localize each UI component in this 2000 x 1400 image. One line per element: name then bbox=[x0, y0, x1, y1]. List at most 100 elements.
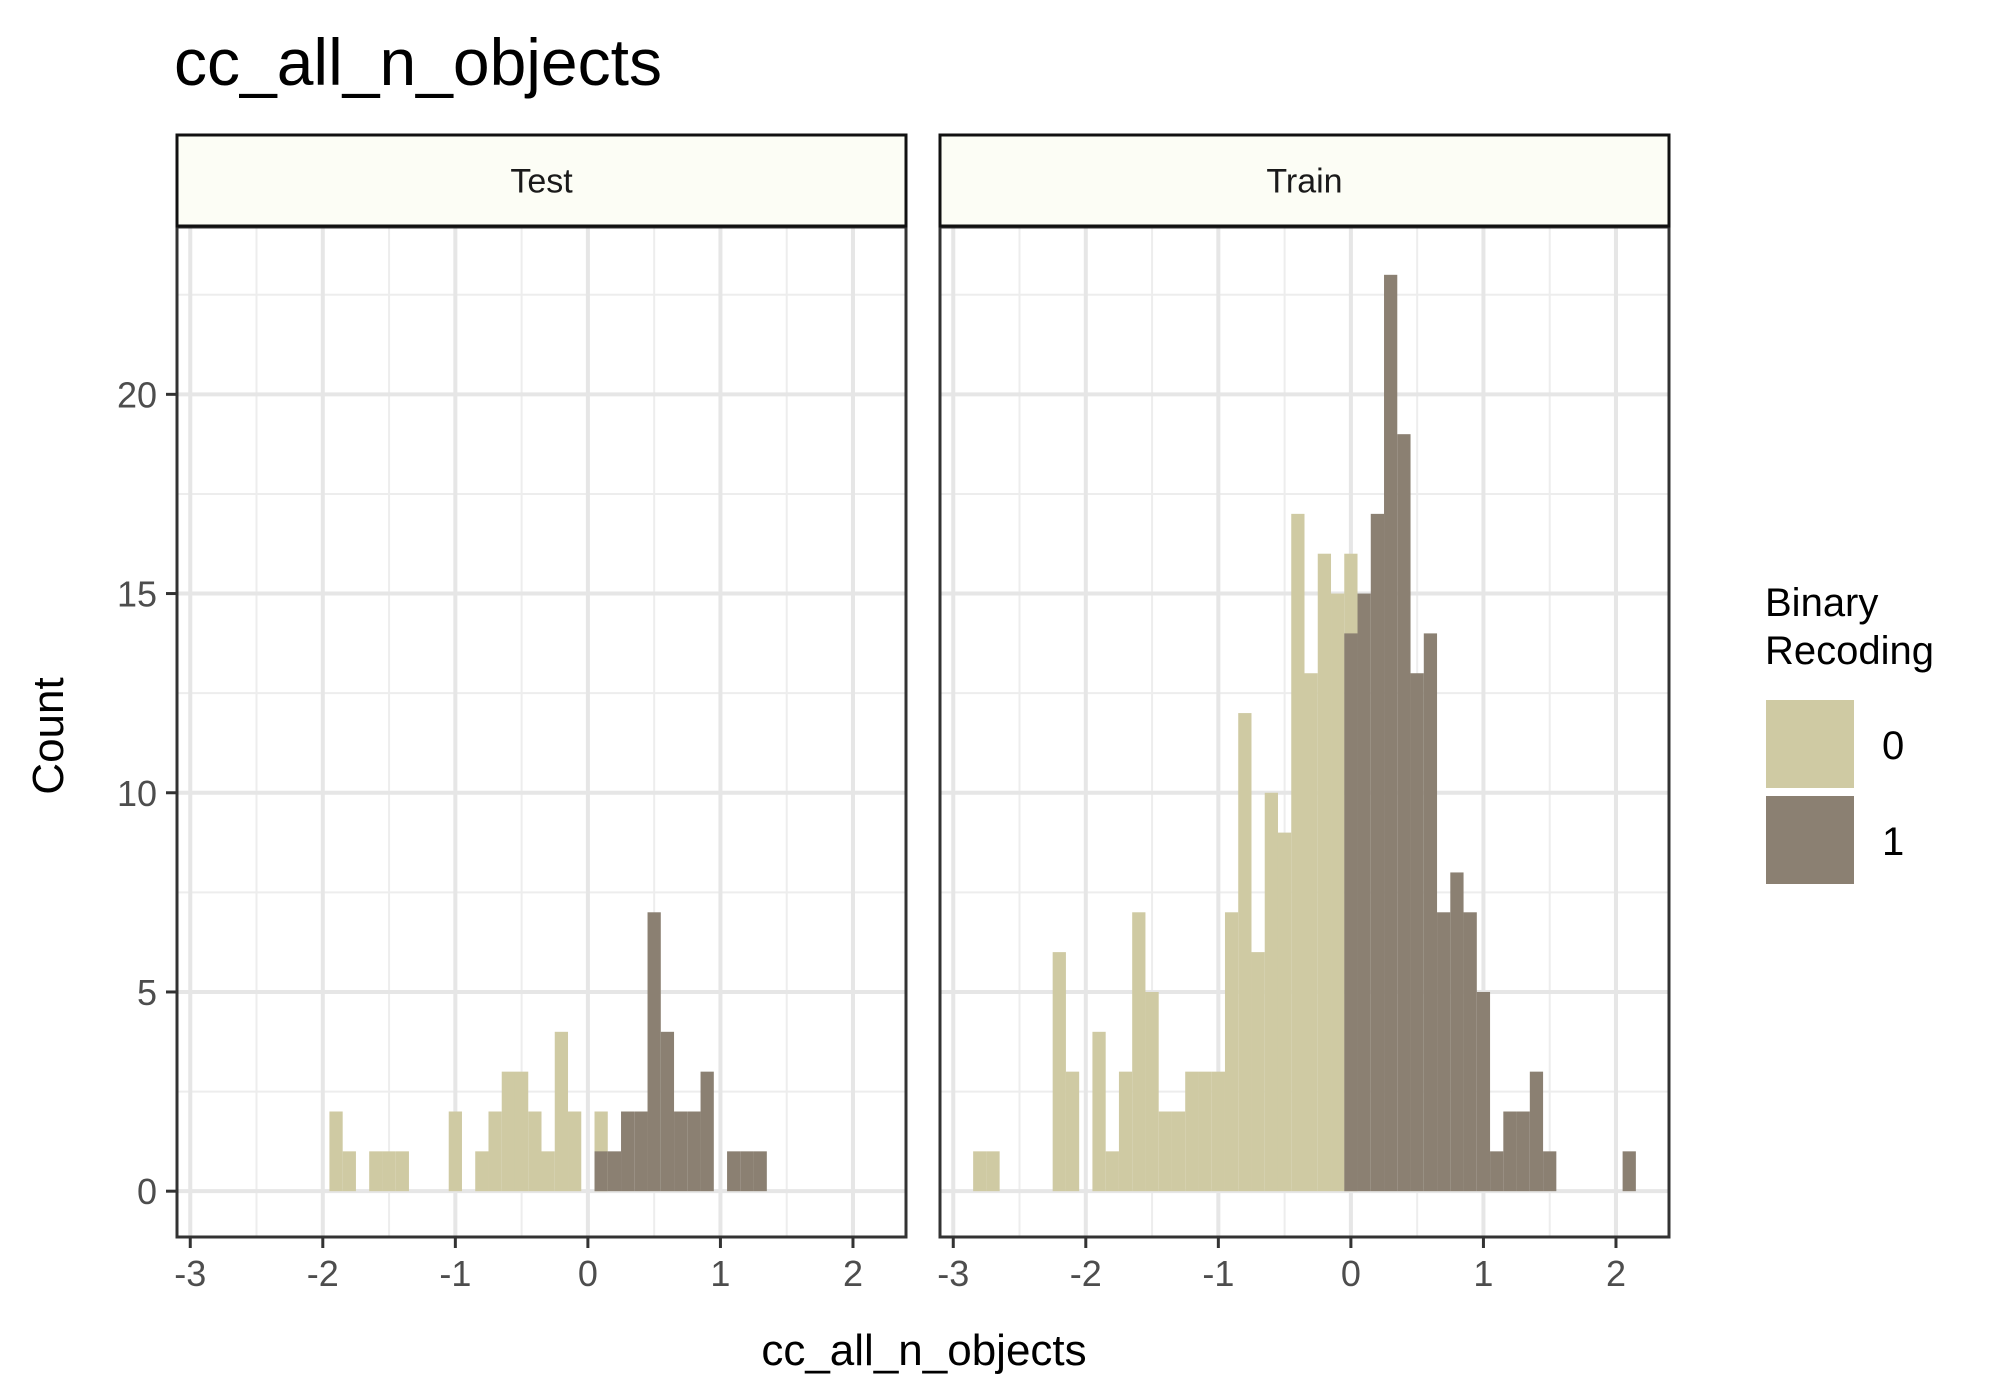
histogram-bar-series-0 bbox=[1132, 912, 1146, 1192]
legend-title-line2: Recoding bbox=[1765, 629, 1934, 673]
histogram-bar-series-1 bbox=[727, 1151, 741, 1192]
histogram-bar-series-0 bbox=[986, 1151, 1000, 1192]
histogram-bar-series-0 bbox=[1238, 713, 1252, 1192]
histogram-bar-series-0 bbox=[1211, 1071, 1225, 1192]
histogram-bar-series-0 bbox=[1052, 952, 1066, 1192]
x-axis-label: cc_all_n_objects bbox=[761, 1326, 1086, 1375]
facet-strip bbox=[175, 133, 908, 228]
histogram-bar-series-0 bbox=[528, 1111, 542, 1192]
histogram-bar-series-0 bbox=[1065, 1071, 1080, 1192]
histogram-bar-series-0 bbox=[342, 1151, 356, 1192]
histogram-bar-series-0 bbox=[488, 1111, 502, 1192]
histogram-bar-series-1 bbox=[1450, 872, 1464, 1192]
histogram-bar-series-0 bbox=[395, 1151, 409, 1192]
histogram-bar-series-0 bbox=[541, 1151, 555, 1192]
legend-title-line1: Binary bbox=[1765, 581, 1878, 625]
histogram-bar-series-1 bbox=[740, 1151, 754, 1192]
histogram-bar-series-1 bbox=[674, 1111, 688, 1192]
x-tick-label: 2 bbox=[1606, 1253, 1626, 1294]
y-tick-label: 20 bbox=[117, 374, 157, 415]
x-tick-label: 0 bbox=[578, 1253, 598, 1294]
legend-label-0: 0 bbox=[1882, 724, 1904, 768]
histogram-bar-series-1 bbox=[621, 1111, 635, 1192]
histogram-bar-series-0 bbox=[1291, 513, 1305, 1192]
legend-label-1: 1 bbox=[1882, 820, 1904, 864]
histogram-bar-series-1 bbox=[1622, 1151, 1636, 1192]
x-tick-label: 1 bbox=[1473, 1253, 1493, 1294]
histogram-bar-series-0 bbox=[1264, 792, 1278, 1192]
histogram-bar-series-1 bbox=[700, 1071, 714, 1192]
histogram-bar-series-0 bbox=[554, 1031, 569, 1192]
y-tick-label: 10 bbox=[117, 773, 157, 814]
histogram-bar-series-0 bbox=[501, 1071, 515, 1192]
histogram-bar-series-0 bbox=[1118, 1071, 1133, 1192]
histogram-bar-series-0 bbox=[1158, 1111, 1172, 1192]
histogram-bar-series-0 bbox=[1304, 673, 1318, 1192]
y-tick-label: 0 bbox=[137, 1171, 157, 1212]
chart-title: cc_all_n_objects bbox=[174, 25, 662, 99]
histogram-bar-series-0 bbox=[1105, 1151, 1119, 1192]
y-tick-label: 15 bbox=[117, 574, 157, 615]
histogram-bar-series-0 bbox=[369, 1151, 383, 1192]
y-axis-label: Count bbox=[24, 677, 73, 794]
histogram-bar-series-0 bbox=[1092, 1031, 1106, 1192]
x-tick-label: -1 bbox=[1202, 1253, 1234, 1294]
histogram-bar-series-1 bbox=[753, 1151, 767, 1192]
histogram-bar-series-1 bbox=[1410, 673, 1424, 1192]
histogram-bar-series-1 bbox=[1503, 1111, 1517, 1192]
histogram-bar-series-1 bbox=[1397, 434, 1411, 1192]
histogram-bar-series-0 bbox=[329, 1111, 343, 1192]
x-tick-label: -2 bbox=[307, 1253, 339, 1294]
histogram-bar-series-0 bbox=[1317, 553, 1332, 1192]
histogram-bar-series-0 bbox=[382, 1151, 396, 1192]
histogram-bar-series-1 bbox=[1437, 912, 1451, 1192]
histogram-bar-series-1 bbox=[1516, 1111, 1530, 1192]
histogram-bar-series-0 bbox=[1277, 832, 1292, 1192]
histogram-bar-series-1 bbox=[1529, 1071, 1544, 1192]
histogram-bar-series-0 bbox=[1185, 1071, 1199, 1192]
panel-train: Train -3 -2 -1 0 1 2 bbox=[937, 133, 1671, 1294]
histogram-bar-series-1 bbox=[1490, 1151, 1504, 1192]
x-tick-label: -3 bbox=[937, 1253, 969, 1294]
x-tick-label: 1 bbox=[710, 1253, 730, 1294]
x-tick-label: -1 bbox=[439, 1253, 471, 1294]
histogram-bar-series-1 bbox=[647, 912, 661, 1192]
panel-background bbox=[177, 227, 906, 1237]
histogram-bar-series-1 bbox=[1357, 593, 1371, 1192]
x-tick-label: 2 bbox=[843, 1253, 863, 1294]
histogram-bar-series-0 bbox=[448, 1111, 462, 1192]
histogram-bar-series-1 bbox=[1384, 274, 1398, 1192]
histogram-bar-series-0 bbox=[1331, 593, 1345, 1192]
histogram-bar-series-1 bbox=[687, 1111, 701, 1192]
facet-strip bbox=[938, 133, 1671, 228]
x-tick-label: -3 bbox=[174, 1253, 206, 1294]
histogram-bar-series-1 bbox=[607, 1151, 622, 1192]
histogram-bar-series-0 bbox=[1224, 912, 1239, 1192]
histogram-bar-series-0 bbox=[568, 1111, 582, 1192]
histogram-bar-series-1 bbox=[594, 1151, 608, 1192]
legend: Binary Recoding 0 1 bbox=[1765, 581, 1934, 884]
histogram-bar-series-0 bbox=[475, 1151, 489, 1192]
x-tick-label: -2 bbox=[1070, 1253, 1102, 1294]
facet-strip-label: Train bbox=[1266, 163, 1342, 201]
legend-key-0 bbox=[1766, 700, 1854, 788]
histogram-bar-series-1 bbox=[1476, 991, 1491, 1192]
histogram-bar-series-1 bbox=[1423, 633, 1438, 1192]
histogram-bar-series-0 bbox=[514, 1071, 529, 1192]
legend-key-1 bbox=[1766, 796, 1854, 884]
histogram-bar-series-0 bbox=[1145, 991, 1159, 1192]
histogram-bar-series-1 bbox=[660, 1031, 675, 1192]
histogram-bar-series-1 bbox=[1463, 912, 1477, 1192]
histogram-bar-series-1 bbox=[1543, 1151, 1557, 1192]
y-tick-label: 5 bbox=[137, 972, 157, 1013]
facet-strip-label: Test bbox=[510, 163, 573, 201]
histogram-bar-series-1 bbox=[1370, 513, 1385, 1192]
histogram-bar-series-0 bbox=[973, 1151, 987, 1192]
histogram-bar-series-1 bbox=[1344, 633, 1358, 1192]
histogram-bar-series-0 bbox=[1251, 952, 1265, 1192]
histogram-bar-series-1 bbox=[634, 1111, 648, 1192]
histogram-bar-series-0 bbox=[1198, 1071, 1212, 1192]
